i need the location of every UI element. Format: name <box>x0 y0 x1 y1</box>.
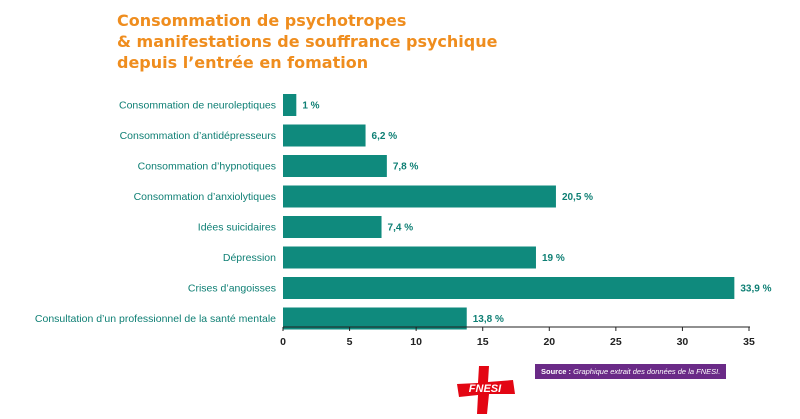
bar <box>283 246 536 269</box>
bar <box>283 155 387 177</box>
bar <box>283 307 467 330</box>
source-text: Graphique extrait des données de la FNES… <box>573 367 721 376</box>
x-tick-label: 30 <box>677 336 689 348</box>
bar <box>283 216 382 238</box>
bar <box>283 124 366 147</box>
data-label: 19 % <box>542 253 565 264</box>
category-label: Consommation d’hypnotiques <box>138 161 276 173</box>
category-label: Idées suicidaires <box>198 222 276 234</box>
data-label: 7,4 % <box>388 223 414 234</box>
data-label: 20,5 % <box>562 192 593 203</box>
bar <box>283 185 556 208</box>
logo-cross-icon <box>457 366 515 414</box>
x-tick-label: 5 <box>347 336 353 348</box>
x-tick-label: 25 <box>610 336 622 348</box>
title-line-2: & manifestations de souffrance psychique <box>117 32 498 51</box>
data-label: 6,2 % <box>372 131 398 142</box>
category-label: Crises d’angoisses <box>188 283 276 295</box>
logo-text: FNESI <box>469 383 502 395</box>
category-label: Consommation de neuroleptiques <box>119 100 276 112</box>
source-badge: Source : Graphique extrait des données d… <box>535 364 727 379</box>
category-label: Consultation d’un professionnel de la sa… <box>35 313 276 325</box>
data-label: 13,8 % <box>473 314 504 325</box>
data-label: 7,8 % <box>393 162 419 173</box>
bar <box>283 277 735 299</box>
data-label: 1 % <box>302 101 319 112</box>
fnesi-logo: FNESI <box>457 366 515 414</box>
chart-title: Consommation de psychotropes & manifesta… <box>117 10 717 73</box>
category-label: Consommation d’anxiolytiques <box>134 191 276 203</box>
x-tick-label: 10 <box>410 336 422 348</box>
category-label: Consommation d’antidépresseurs <box>120 130 276 142</box>
x-tick-label: 0 <box>280 336 286 348</box>
title-line-3: depuis l’entrée en fomation <box>117 53 369 72</box>
x-tick-label: 35 <box>743 336 755 348</box>
data-label: 33,9 % <box>740 284 771 295</box>
source-label: Source : <box>541 367 572 376</box>
title-line-1: Consommation de psychotropes <box>117 11 407 30</box>
x-tick-label: 20 <box>543 336 555 348</box>
bar <box>283 94 297 116</box>
x-tick-label: 15 <box>477 336 489 348</box>
category-label: Dépression <box>223 252 276 264</box>
